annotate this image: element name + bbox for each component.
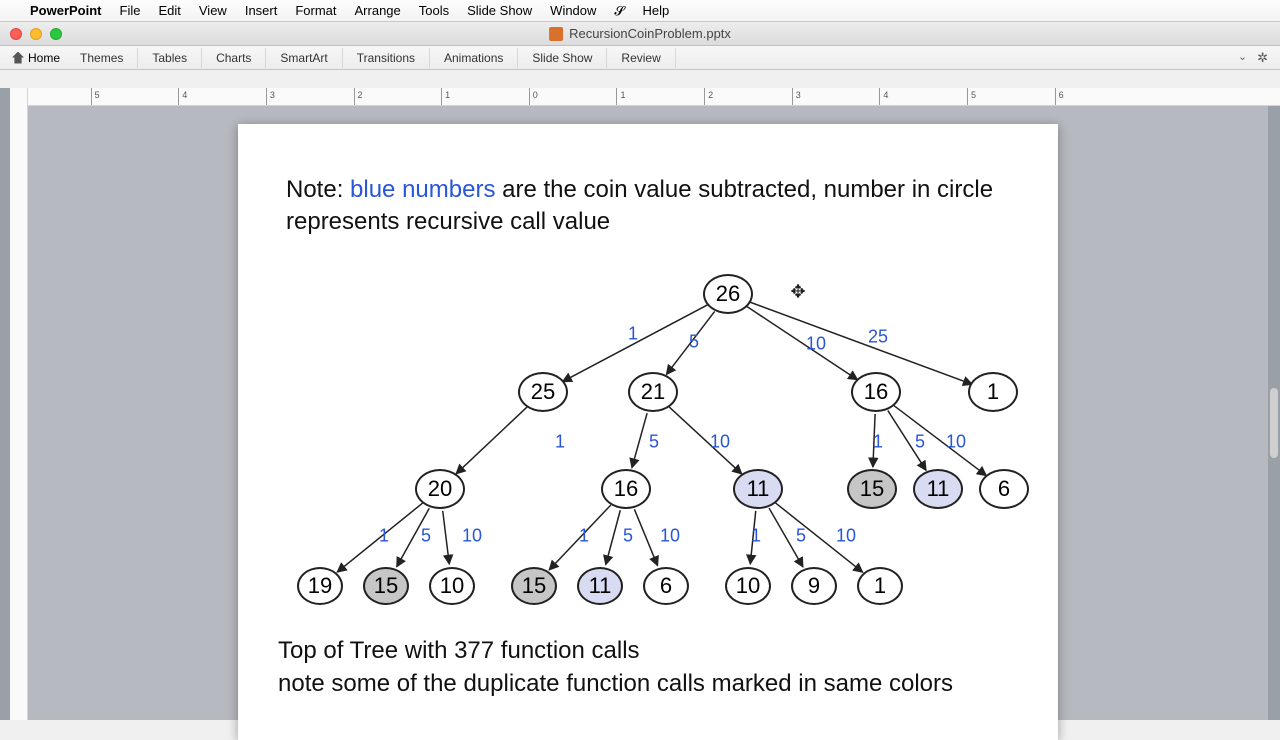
edge-label: 10 (710, 432, 730, 453)
window-titlebar: RecursionCoinProblem.pptx (0, 22, 1280, 46)
tree-node[interactable]: 10 (725, 567, 771, 605)
tree-node[interactable]: 25 (518, 372, 568, 412)
tree-node[interactable]: 6 (643, 567, 689, 605)
edge-label: 1 (379, 526, 389, 547)
tree-node[interactable]: 1 (857, 567, 903, 605)
edge-label: 1 (628, 324, 638, 345)
tree-node[interactable]: 10 (429, 567, 475, 605)
tab-transitions[interactable]: Transitions (343, 48, 430, 68)
pptx-file-icon (549, 27, 563, 41)
tree-node[interactable]: 21 (628, 372, 678, 412)
edge-label: 1 (555, 432, 565, 453)
tree-node[interactable]: 6 (979, 469, 1029, 509)
edge-label: 10 (660, 526, 680, 547)
tab-smartart[interactable]: SmartArt (266, 48, 342, 68)
edge-label: 10 (946, 432, 966, 453)
tree-node[interactable]: 20 (415, 469, 465, 509)
tree-node[interactable]: 16 (851, 372, 901, 412)
tree-node[interactable]: 11 (733, 469, 783, 509)
tab-charts[interactable]: Charts (202, 48, 266, 68)
minimize-icon[interactable] (30, 28, 42, 40)
tree-node[interactable]: 15 (847, 469, 897, 509)
tab-home[interactable]: Home (6, 49, 66, 67)
edge-label: 10 (836, 526, 856, 547)
bottom-text[interactable]: Top of Tree with 377 function calls note… (278, 635, 1018, 700)
tab-slideshow[interactable]: Slide Show (518, 48, 607, 68)
home-icon (12, 52, 24, 64)
menu-file[interactable]: File (120, 3, 141, 18)
tree-node[interactable]: 26 (703, 274, 753, 314)
document-title-text: RecursionCoinProblem.pptx (569, 26, 731, 41)
edge-label: 1 (751, 526, 761, 547)
menu-format[interactable]: Format (295, 3, 336, 18)
menu-insert[interactable]: Insert (245, 3, 278, 18)
tree-node[interactable]: 1 (968, 372, 1018, 412)
ruler-horizontal (28, 88, 1280, 106)
recursion-tree[interactable]: ✥ 26252116120161115116191510151161091151… (258, 264, 1038, 624)
edge-label: 5 (689, 332, 699, 353)
scrollbar-vertical[interactable] (1270, 388, 1278, 458)
bottom-line1: Top of Tree with 377 function calls (278, 635, 1018, 667)
ribbon-collapse-icon[interactable]: ⌄ (1238, 50, 1247, 66)
tree-node[interactable]: 11 (913, 469, 963, 509)
edge-label: 25 (868, 327, 888, 348)
bottom-line2: note some of the duplicate function call… (278, 668, 1018, 700)
tree-node[interactable]: 19 (297, 567, 343, 605)
tab-animations[interactable]: Animations (430, 48, 518, 68)
tab-themes[interactable]: Themes (66, 48, 138, 68)
document-title: RecursionCoinProblem.pptx (549, 26, 731, 41)
edge-label: 1 (579, 526, 589, 547)
tree-node[interactable]: 15 (511, 567, 557, 605)
tab-tables[interactable]: Tables (138, 48, 202, 68)
note-blue-phrase: blue numbers (350, 176, 495, 203)
tab-review[interactable]: Review (607, 48, 675, 68)
tree-node[interactable]: 11 (577, 567, 623, 605)
edge-label: 10 (806, 334, 826, 355)
tree-node[interactable]: 15 (363, 567, 409, 605)
menu-window[interactable]: Window (550, 3, 596, 18)
ribbon-tabs: Home Themes Tables Charts SmartArt Trans… (0, 46, 1280, 70)
app-name[interactable]: PowerPoint (30, 3, 102, 18)
edge-label: 5 (649, 432, 659, 453)
edge-label: 5 (796, 526, 806, 547)
note-prefix: Note: (286, 176, 350, 203)
script-menu-icon[interactable]: 𝓢 (614, 3, 624, 19)
edit-stage: Note: blue numbers are the coin value su… (0, 88, 1280, 720)
close-icon[interactable] (10, 28, 22, 40)
window-controls (10, 28, 62, 40)
menu-view[interactable]: View (199, 3, 227, 18)
slide[interactable]: Note: blue numbers are the coin value su… (238, 124, 1058, 740)
edge-label: 5 (421, 526, 431, 547)
edge-label: 10 (462, 526, 482, 547)
menu-tools[interactable]: Tools (419, 3, 449, 18)
menu-help[interactable]: Help (642, 3, 669, 18)
edge-label: 1 (873, 432, 883, 453)
ruler-vertical (10, 88, 28, 720)
edge-label: 5 (915, 432, 925, 453)
tab-home-label: Home (28, 51, 60, 65)
edge-label: 5 (623, 526, 633, 547)
zoom-icon[interactable] (50, 28, 62, 40)
move-cursor-icon: ✥ (790, 282, 805, 303)
ribbon-settings-icon[interactable]: ✲ (1257, 50, 1268, 66)
macos-menubar: PowerPoint File Edit View Insert Format … (0, 0, 1280, 22)
menu-slideshow[interactable]: Slide Show (467, 3, 532, 18)
note-text[interactable]: Note: blue numbers are the coin value su… (286, 174, 998, 239)
menu-arrange[interactable]: Arrange (355, 3, 401, 18)
tree-node[interactable]: 9 (791, 567, 837, 605)
tree-node[interactable]: 16 (601, 469, 651, 509)
slide-canvas-area[interactable]: Note: blue numbers are the coin value su… (28, 106, 1268, 720)
menu-edit[interactable]: Edit (158, 3, 180, 18)
